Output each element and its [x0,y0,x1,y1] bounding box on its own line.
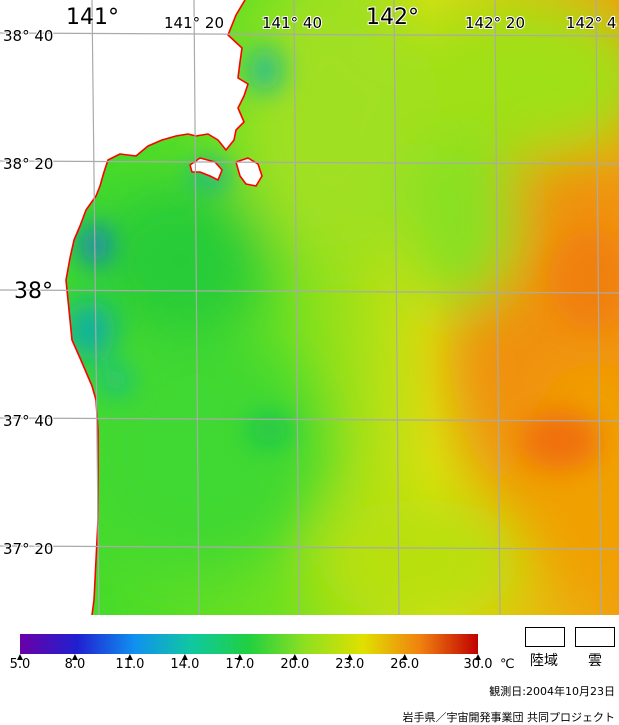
temperature-colorbar [20,634,478,654]
parallel-37-20 [0,545,619,550]
parallel-38-20 [0,160,619,165]
cloud-label: 雲 [588,653,602,669]
latitude-labels: 38° 40 38° 20 38° 37° 40 37° 20 [2,26,54,559]
lon-label: 141° 20 [164,14,224,32]
lat-label: 37° 20 [3,540,53,558]
longitude-labels: 141° 141° 20 141° 40 142° 142° 20 142° 4 [65,4,617,33]
tick-mark [71,654,78,660]
land-swatch [525,627,565,647]
coastline [65,0,263,615]
tick-mark [236,654,243,660]
tick-mark [126,654,133,660]
lon-label: 141° [66,5,119,30]
tick-label: 5.0 [9,657,31,672]
legend: 5.0 8.0 11.0 14.0 17.0 20.0 23.0 26.0 30.0 ℃ 陸域 … [0,615,619,725]
tick-label: 26.0 [390,657,420,672]
tick-mark [17,654,23,660]
temperature-unit: ℃ [500,657,515,672]
lat-label: 38° [14,279,53,304]
meridian-141-20 [193,0,200,615]
lon-label: 142° 4 [566,14,616,32]
island-land [190,158,262,186]
tick-label: 14.0 [170,657,200,672]
parallel-38-00 [0,289,619,294]
parallel-37-40 [0,417,619,422]
tick-mark [346,654,353,660]
lat-label: 37° 40 [3,412,53,430]
graticule [0,0,619,615]
lon-label: 141° 40 [262,14,322,32]
meridian-142-00 [393,0,400,615]
tick-mark [475,654,481,660]
sst-field [0,0,619,615]
tick-mark [181,654,188,660]
tick-mark [401,654,408,660]
land-mass [0,0,248,615]
tick-label: 8.0 [64,657,86,672]
lat-label: 38° 20 [3,155,53,173]
tick-label: 11.0 [115,657,145,672]
meridian-141-00 [91,0,100,615]
tick-mark [291,654,298,660]
cloud-swatch [575,627,615,647]
sea-surface-temperature-map: 141° 141° 20 141° 40 142° 142° 20 142° 4… [0,0,619,615]
tick-label: 23.0 [335,657,365,672]
lat-label: 38° 40 [3,27,53,45]
lon-label: 142° 20 [465,14,525,32]
land-label: 陸域 [530,653,558,669]
meridian-141-40 [293,0,300,615]
tick-label: 17.0 [225,657,255,672]
tick-label: 20.0 [280,657,310,672]
meridian-142-20 [494,0,501,615]
lon-label: 142° [366,5,419,30]
credit-line: 岩手県／宇宙開発事業団 共同プロジェクト [402,711,616,724]
tick-label: 30.0 [463,657,493,672]
meridian-142-40 [595,0,602,615]
observation-date: 観測日:2004年10月23日 [489,685,615,698]
parallel-38-40 [0,32,619,37]
colorbar-ticks [17,654,481,660]
